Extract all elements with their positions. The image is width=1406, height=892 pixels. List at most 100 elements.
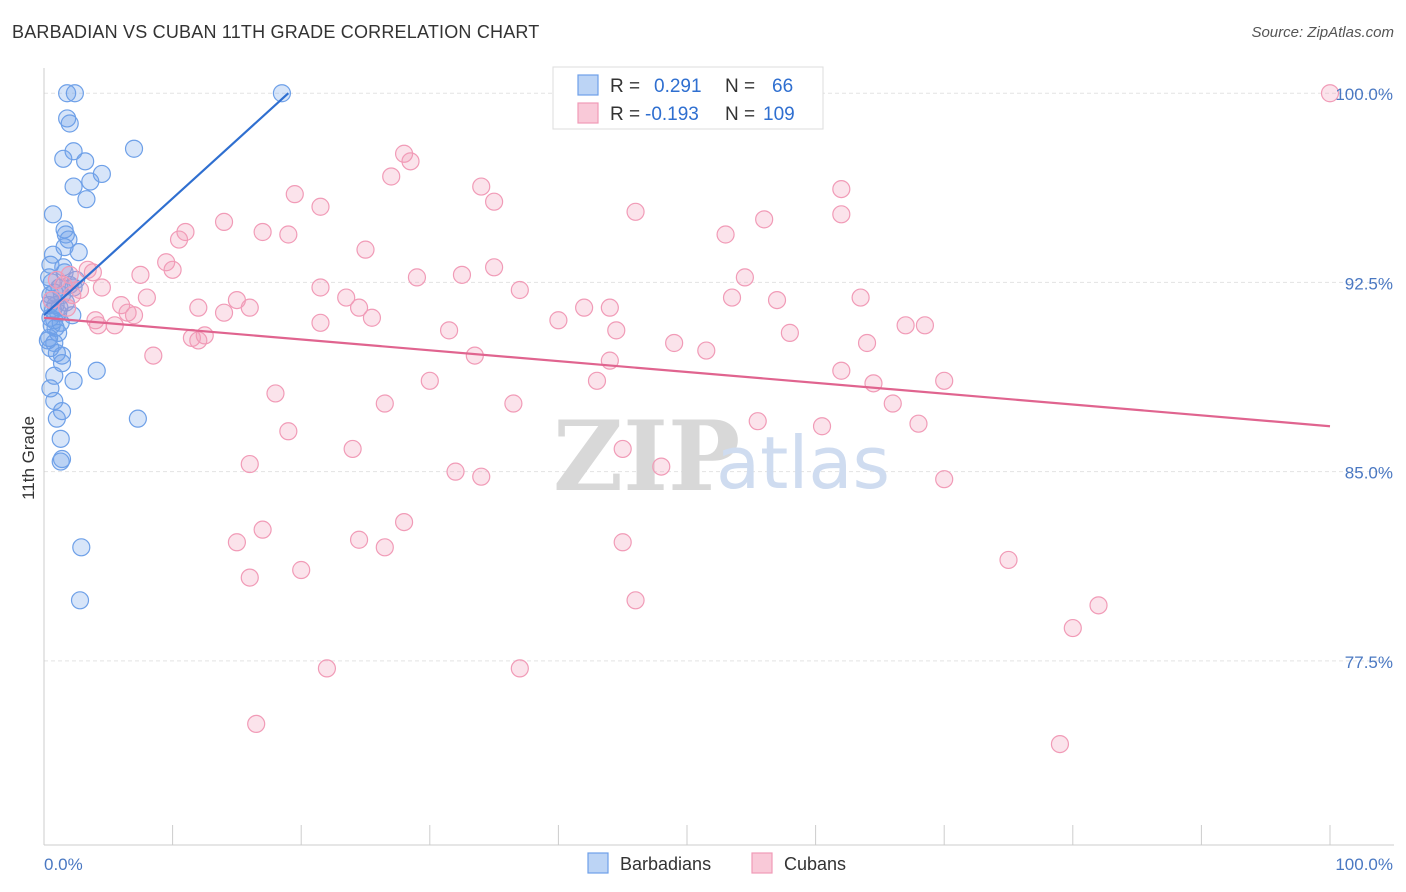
barbadian-point-56 — [70, 591, 90, 610]
cuban-point-79 — [652, 457, 671, 476]
barbadian-point-13 — [43, 205, 63, 224]
cuban-point-96 — [317, 659, 337, 678]
watermark: ZIP atlas — [553, 400, 890, 513]
barbadian-point-48 — [45, 391, 64, 411]
cuban-point-28 — [510, 280, 529, 300]
y-tick-label-2: 92.5% — [1345, 274, 1393, 293]
cuban-point-0 — [1320, 84, 1340, 103]
cuban-point-16 — [169, 230, 189, 249]
cuban-point-77 — [613, 439, 632, 459]
cuban-point-58 — [665, 333, 684, 353]
axes — [43, 68, 1394, 846]
cuban-point-69 — [266, 384, 285, 403]
cuban-point-19 — [157, 253, 176, 272]
cuban-point-54 — [780, 323, 799, 342]
cuban-point-70 — [375, 394, 394, 413]
barbadian-point-38 — [49, 323, 68, 342]
cuban-point-104 — [42, 290, 61, 310]
cuban-point-90 — [999, 550, 1018, 570]
barbadian-point-59 — [47, 343, 66, 363]
bottom-legend-barbadians: Barbadians — [620, 854, 711, 874]
cuban-point-26 — [407, 268, 427, 287]
x-tick-label-min: 0.0% — [44, 855, 83, 874]
legend-r-value-1: 0.291 — [654, 76, 702, 97]
cuban-point-17 — [716, 225, 735, 244]
cuban-point-41 — [240, 298, 259, 317]
cuban-point-81 — [446, 462, 465, 481]
cuban-point-24 — [452, 265, 472, 284]
legend-r-value-2: -0.193 — [645, 104, 699, 125]
cuban-point-37 — [112, 296, 131, 315]
bottom-legend-cubans: Cubans — [784, 854, 846, 874]
bottom-swatch-cubans — [751, 852, 773, 874]
cuban-point-45 — [362, 308, 382, 327]
cuban-point-12 — [214, 212, 234, 231]
cuban-point-7 — [485, 192, 504, 211]
cuban-point-105 — [60, 265, 79, 284]
cuban-point-94 — [1089, 596, 1108, 615]
cuban-point-9 — [626, 202, 645, 221]
tick-labels: 77.5% 85.0% 92.5% 100.0% 0.0% 100.0% — [44, 85, 1393, 874]
cuban-point-46 — [549, 311, 568, 330]
barbadian-point-63 — [46, 318, 65, 337]
barbadian-point-1 — [65, 84, 84, 103]
cuban-point-74 — [812, 417, 832, 436]
y-tick-label-3: 100.0% — [1335, 85, 1393, 104]
cuban-point-68 — [935, 371, 954, 390]
cuban-point-36 — [851, 288, 870, 307]
barbadian-point-46 — [64, 371, 83, 390]
cuban-point-5 — [832, 179, 851, 199]
cuban-point-42 — [349, 298, 369, 317]
cuban-point-106 — [86, 311, 105, 330]
cuban-point-66 — [420, 371, 439, 390]
legend-n-value-1: 66 — [772, 76, 793, 97]
cuban-point-20 — [485, 258, 504, 277]
cuban-point-75 — [909, 414, 928, 433]
watermark-atlas: atlas — [716, 421, 890, 505]
legend-swatch-barbadians — [577, 74, 599, 96]
x-tick-label-max: 100.0% — [1335, 855, 1393, 874]
cuban-point-108 — [58, 298, 77, 317]
barbadian-point-0 — [58, 84, 77, 103]
barbadian-point-7 — [54, 149, 73, 168]
cuban-point-103 — [78, 260, 97, 279]
cuban-point-53 — [607, 321, 626, 340]
cuban-point-95 — [1063, 618, 1082, 638]
trend-lines — [43, 92, 1331, 428]
cuban-point-38 — [575, 298, 594, 317]
barbadian-point-6 — [124, 139, 144, 158]
barbadian-point-50 — [47, 409, 66, 428]
bottom-swatch-barbadians — [587, 852, 609, 874]
cuban-point-60 — [697, 341, 716, 360]
legend-r-label-1: R = — [610, 76, 640, 97]
cuban-point-50 — [896, 316, 915, 335]
barbadian-point-5 — [64, 142, 83, 161]
cuban-point-27 — [311, 278, 330, 297]
y-tick-label-0: 77.5% — [1345, 653, 1393, 672]
y-tick-label-1: 85.0% — [1345, 464, 1393, 483]
cuban-point-98 — [247, 714, 266, 734]
cuban-point-92 — [240, 568, 259, 587]
cuban-point-93 — [626, 591, 645, 610]
series-cubans — [42, 84, 1340, 754]
cuban-point-23 — [131, 265, 150, 284]
barbadian-point-54 — [51, 452, 70, 471]
cuban-point-15 — [279, 225, 298, 244]
cuban-point-82 — [472, 467, 491, 486]
cuban-point-107 — [118, 303, 137, 322]
barbadian-point-12 — [77, 190, 96, 209]
cuban-point-13 — [176, 222, 195, 242]
barbadian-point-2 — [272, 84, 292, 103]
series-legend: Barbadians Cubans — [587, 852, 846, 874]
cuban-point-32 — [137, 288, 156, 307]
cuban-point-21 — [163, 260, 182, 279]
cuban-point-2 — [401, 152, 420, 171]
cuban-point-85 — [253, 520, 272, 539]
cuban-point-34 — [722, 288, 742, 307]
barbadian-point-3 — [58, 109, 77, 128]
cuban-point-61 — [144, 346, 163, 365]
cuban-point-11 — [832, 205, 851, 224]
legend-swatch-cubans — [577, 102, 599, 124]
cuban-point-99 — [1050, 734, 1070, 754]
